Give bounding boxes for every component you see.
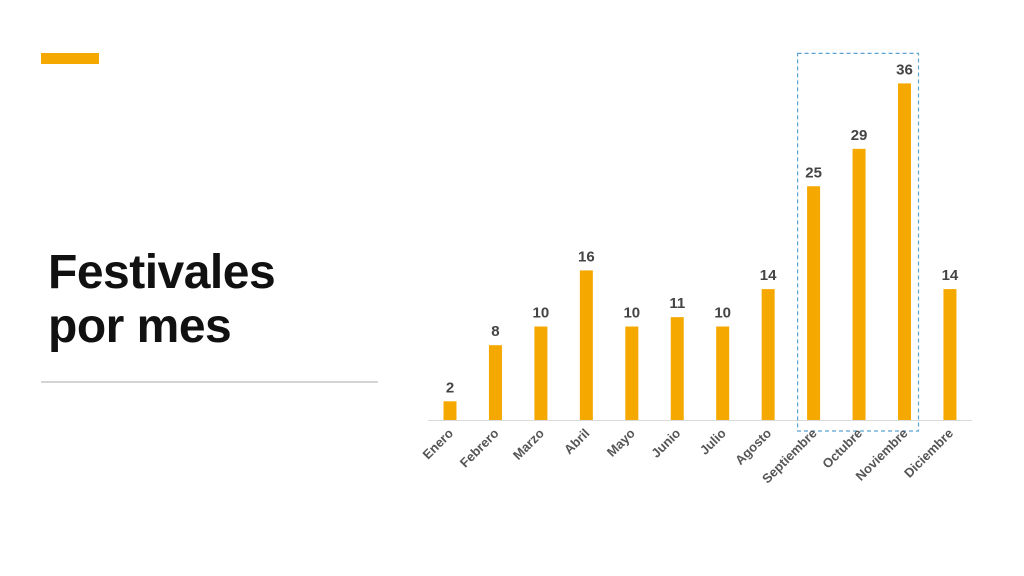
bar-febrero [488,345,502,420]
tick-label-enero: Enero [419,425,456,462]
bar-julio [716,326,730,420]
title-divider [41,381,378,383]
tick-label-octubre: Octubre [819,426,865,472]
bar-octubre [852,148,866,420]
tick-label-junio: Junio [648,425,683,460]
bar-enero [443,401,457,420]
page-title-line-2: por mes [48,300,232,353]
tick-label-febrero: Febrero [457,425,502,470]
accent-bar [41,53,99,64]
tick-label-marzo: Marzo [510,425,547,462]
data-label-julio: 10 [714,305,731,322]
bar-mayo [625,326,639,420]
bar-agosto [761,289,775,420]
data-label-abril: 16 [578,248,595,265]
highlight-box [796,52,920,432]
data-label-septiembre: 25 [805,164,822,181]
page-title-line-1: Festivales [48,246,276,299]
data-label-junio: 11 [669,295,685,312]
tick-label-abril: Abril [561,426,593,458]
bar-abril [579,270,593,420]
bar-junio [670,317,684,420]
bar-septiembre [807,186,821,420]
data-label-diciembre: 14 [942,267,959,284]
data-label-octubre: 29 [851,127,868,144]
data-label-enero: 2 [446,379,454,396]
data-label-mayo: 10 [623,305,640,322]
bar-diciembre [943,289,957,420]
bar-noviembre [898,83,911,421]
bar-marzo [534,326,548,420]
page-title: Festivales por mes [48,246,276,354]
data-label-agosto: 14 [760,267,777,284]
tick-label-mayo: Mayo [604,425,638,459]
tick-label-agosto: Agosto [732,425,774,467]
data-label-noviembre: 36 [896,61,913,78]
tick-label-julio: Julio [697,425,729,457]
tick-label-diciembre: Diciembre [901,426,956,481]
data-label-marzo: 10 [533,305,550,322]
data-label-febrero: 8 [491,323,499,340]
